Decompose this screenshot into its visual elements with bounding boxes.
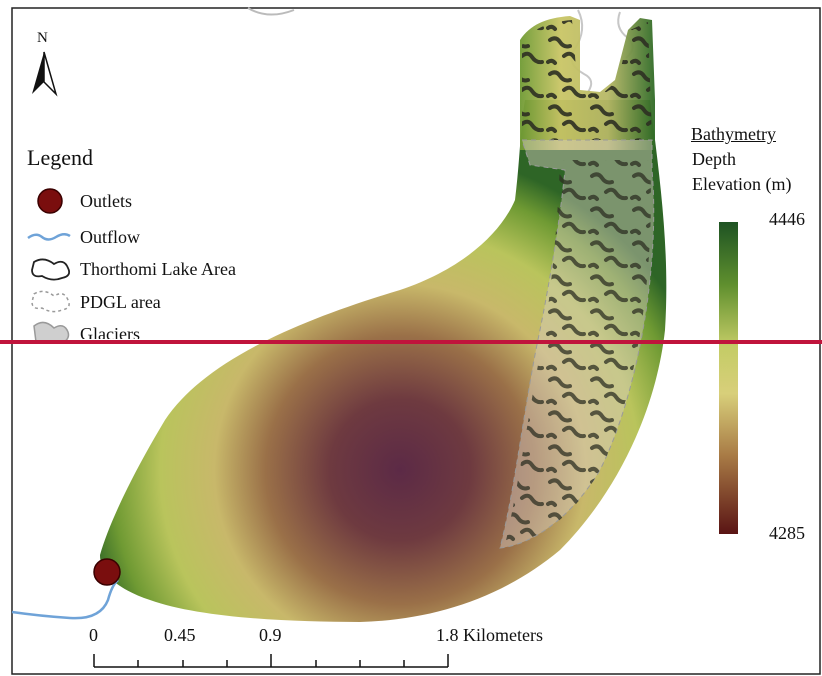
top-contour	[247, 7, 295, 16]
north-label: N	[37, 30, 48, 46]
bathymetry-subtitle-elevation: Elevation (m)	[692, 174, 792, 194]
glacier-area-upper	[522, 20, 652, 140]
outflow-river	[11, 579, 119, 620]
scale-label-09: 0.9	[259, 625, 282, 645]
glacier-area-lower	[505, 160, 651, 545]
legend-glacier-icon	[33, 321, 70, 343]
red-overlay-line	[0, 340, 822, 344]
bathymetry-subtitle-depth: Depth	[692, 149, 736, 169]
legend-pdgl-outline-icon	[31, 290, 70, 313]
bathymetry-color-ramp	[719, 222, 738, 534]
ramp-min-label: 4285	[769, 523, 805, 543]
legend-item-lake-area: Thorthomi Lake Area	[80, 259, 236, 279]
scale-label-045: 0.45	[164, 625, 196, 645]
legend-outlet-dot-icon	[37, 188, 63, 214]
scale-label-18-km: 1.8 Kilometers	[436, 625, 543, 645]
legend-outflow-line-icon	[27, 233, 71, 241]
scale-label-0: 0	[89, 625, 98, 645]
legend-item-glaciers: Glaciers	[80, 324, 140, 339]
ramp-max-label: 4446	[769, 209, 805, 229]
scale-bar	[93, 654, 449, 668]
outlet-point	[93, 558, 121, 586]
bathymetry-title: Bathymetry	[691, 124, 776, 144]
legend-item-outflow: Outflow	[80, 227, 140, 247]
legend-lake-outline-icon	[31, 258, 71, 281]
north-arrow-icon	[32, 51, 58, 97]
legend-title: Legend	[27, 145, 93, 170]
legend-item-outlets: Outlets	[80, 191, 132, 211]
legend-item-pdgl-area: PDGL area	[80, 292, 161, 312]
